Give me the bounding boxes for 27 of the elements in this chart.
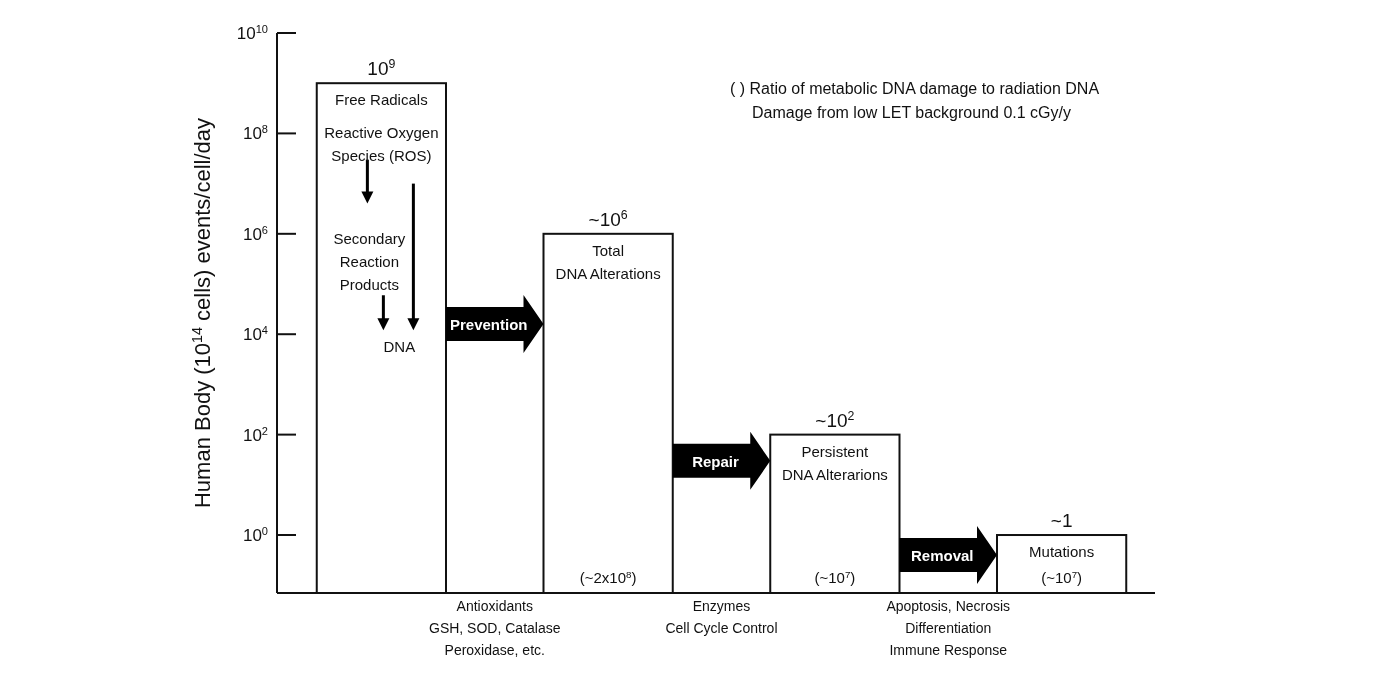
y-tick-label: 10$^{10}$ (236, 23, 268, 43)
text: Enzymes Cell Cycle Control (665, 598, 778, 636)
y-tick-label: 10$^{6}$ (242, 223, 268, 244)
data-label: ~10$^{6}$ (588, 207, 628, 230)
annotation: Prevention (449, 315, 528, 333)
y-tick-label: 10$^{8}$ (242, 123, 268, 144)
data-label: 10$^{9}$ (367, 57, 396, 80)
text: Apoptosis, Necrosis Differentiation Immune Response (886, 598, 1011, 658)
x-tick-label: Total DNA Alterations (555, 241, 661, 282)
annotation: ( ) Ratio of metabolic DNA damage to radiation DNA Damage from low LET background 0.1 cGy/y (730, 80, 1100, 122)
y-tick-label: 10$^{4}$ (242, 324, 268, 345)
y-tick-label: 10$^{0}$ (242, 525, 268, 546)
data-label: ~1 (1050, 510, 1073, 532)
annotation: (~2x10$^{8}$) (579, 568, 637, 586)
x-tick-label: Mutations (1029, 543, 1095, 561)
annotation: Reactive Oxygen Species (ROS) (324, 124, 439, 165)
annotation: Repair (692, 452, 739, 470)
data-label: ~10$^{2}$ (815, 408, 855, 431)
x-tick-label: Free Radicals (335, 91, 428, 109)
x-tick-label: Persistent DNA Alterarions (781, 442, 888, 483)
annotation: DNA (383, 338, 416, 356)
annotation: (~10$^{7}$) (1041, 568, 1083, 586)
text: Antioxidants GSH, SOD, Catalase Peroxidase, etc. (429, 598, 561, 658)
y-tick-label: 10$^{2}$ (242, 424, 268, 445)
annotation: Removal (910, 547, 974, 564)
annotation: (~10$^{7}$) (814, 568, 856, 586)
annotation: Secondary Reaction Products (333, 229, 406, 293)
